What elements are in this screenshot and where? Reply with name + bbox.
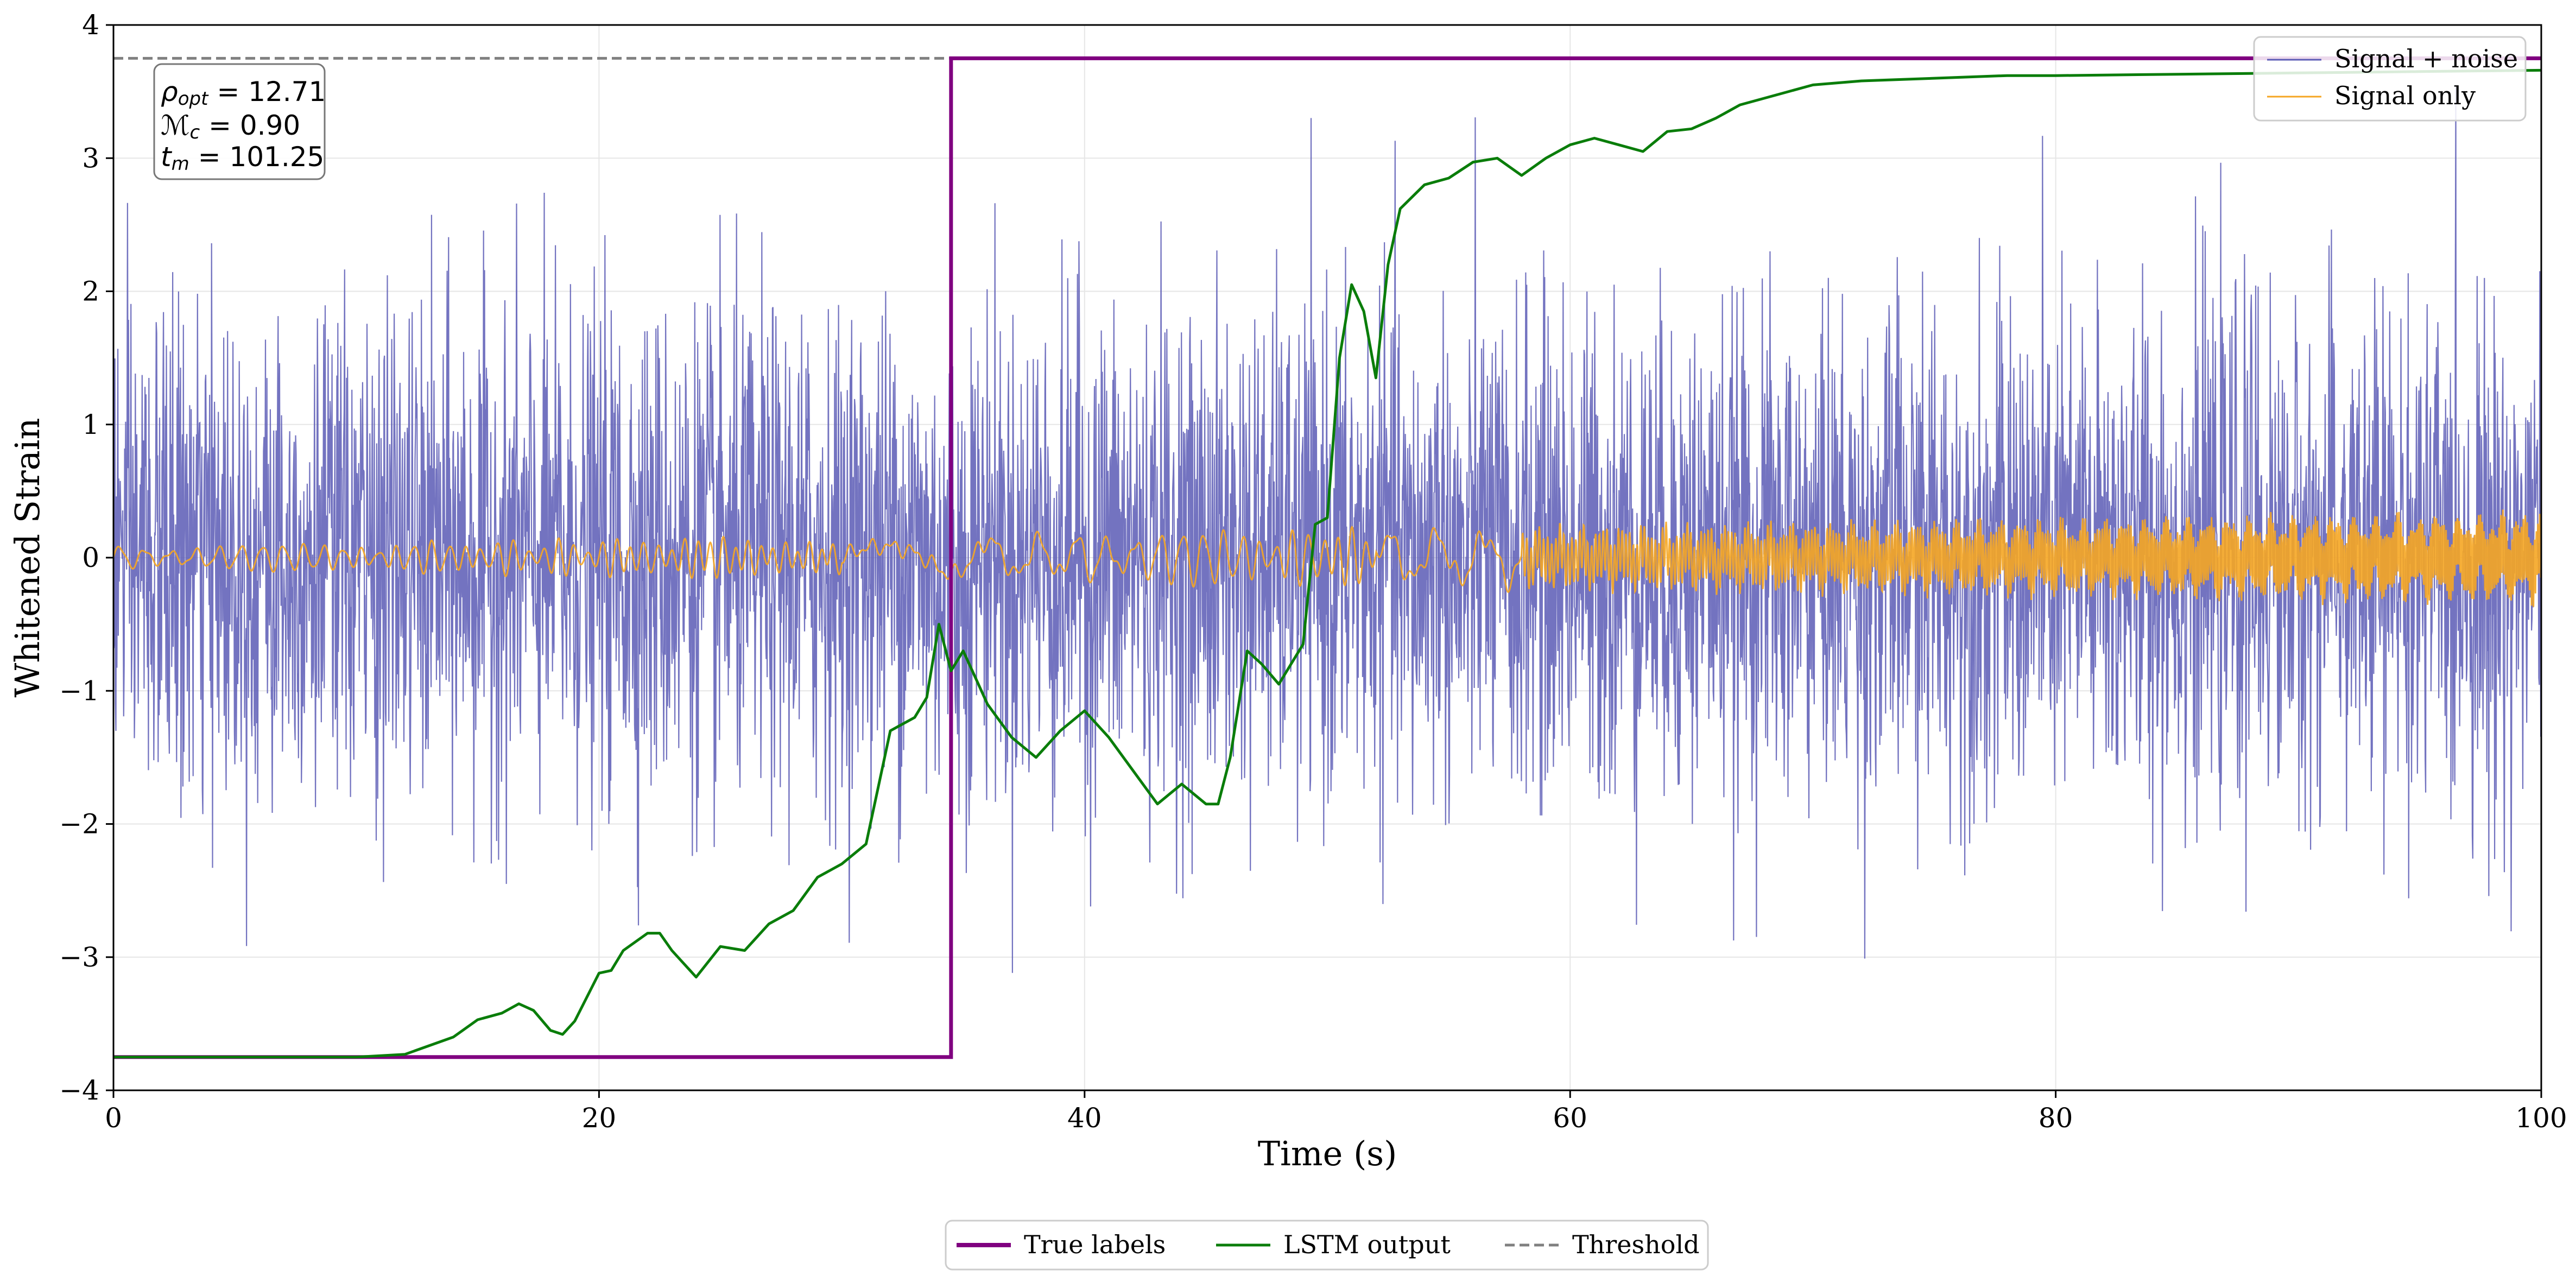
annotation-tm: tm = 101.25 [161, 141, 324, 175]
x-ticks: 0 20 40 60 80 100 [105, 1090, 2567, 1134]
y-tick-label: −1 [59, 675, 99, 706]
legend-lstm-label: LSTM output [1283, 1230, 1451, 1259]
y-tick-label: −3 [59, 942, 99, 973]
x-tick-label: 80 [2039, 1102, 2073, 1134]
true-labels-layer [113, 56, 2541, 1059]
annotation-rho: ρopt = 12.71 [161, 76, 326, 110]
match-symbol: ℳ [161, 110, 189, 141]
rho-value: = 12.71 [208, 76, 326, 108]
y-tick-label: 1 [82, 409, 99, 440]
x-tick-label: 0 [105, 1102, 122, 1134]
y-ticks: −4 −3 −2 −1 0 1 2 3 4 [59, 9, 113, 1106]
rho-symbol: ρ [161, 76, 178, 108]
legend-signal-noise-label: Signal + noise [2334, 44, 2518, 73]
y-tick-label: −2 [59, 809, 99, 840]
x-tick-label: 60 [1553, 1102, 1587, 1134]
true-labels-line [113, 56, 2541, 1059]
legend-lower-frame [945, 1220, 1709, 1271]
y-tick-label: 3 [82, 142, 99, 174]
x-tick-label: 20 [582, 1102, 617, 1134]
lstm-layer [113, 68, 2541, 1059]
y-tick-label: −4 [59, 1075, 99, 1106]
rho-subscript: opt [178, 88, 209, 110]
tm-symbol: t [161, 141, 173, 173]
match-subscript: c [189, 122, 200, 143]
tm-subscript: m [172, 153, 189, 175]
legend-true-labels-label: True labels [1024, 1230, 1166, 1259]
legend-threshold-label: Threshold [1572, 1230, 1700, 1259]
annotation-box: ρopt = 12.71 ℳc = 0.90 tm = 101.25 [153, 63, 326, 180]
match-value: = 0.90 [200, 110, 300, 141]
y-tick-label: 0 [82, 542, 99, 573]
y-tick-label: 2 [82, 276, 99, 307]
annotation-frame [153, 63, 326, 180]
annotation-match: ℳc = 0.90 [161, 110, 300, 143]
signal-only-layer [113, 509, 2541, 607]
x-tick-label: 100 [2515, 1102, 2567, 1134]
y-tick-label: 4 [82, 9, 99, 41]
legend-upper-frame [2253, 36, 2527, 122]
legend-signal-only-label: Signal only [2334, 81, 2476, 110]
legend-upper[interactable]: Signal + noise Signal only [2253, 36, 2527, 122]
x-axis-label: Time (s) [1258, 1134, 1397, 1173]
legend-lower[interactable]: True labels LSTM output Threshold [945, 1220, 1709, 1271]
lstm-output-line [113, 68, 2541, 1059]
tm-value: = 101.25 [189, 141, 325, 173]
x-tick-label: 40 [1067, 1102, 1102, 1134]
y-axis-label: Whitened Strain [8, 418, 47, 698]
signal-only-line [113, 509, 2541, 607]
